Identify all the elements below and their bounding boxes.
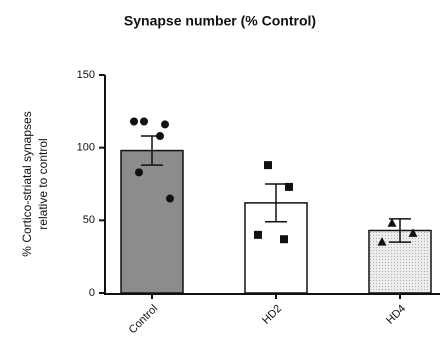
y-tick-label: 50 — [83, 214, 95, 226]
data-point — [264, 161, 272, 170]
chart-title: Synapse number (% Control) — [124, 13, 316, 29]
data-point — [161, 120, 169, 129]
y-axis-label: % Cortico-striatal synapses — [20, 111, 34, 256]
data-point — [130, 117, 138, 126]
y-tick-label: 0 — [89, 287, 95, 299]
data-point — [135, 168, 143, 177]
x-tick-label: Control — [127, 303, 161, 337]
data-point — [408, 228, 418, 237]
data-point — [387, 218, 397, 227]
y-tick-label: 100 — [77, 142, 95, 154]
bar — [120, 149, 184, 294]
data-point — [140, 117, 148, 126]
data-point — [254, 230, 262, 239]
y-axis-label: relative to control — [36, 138, 50, 229]
y-tick-label: 150 — [77, 69, 95, 81]
data-point — [156, 132, 164, 141]
data-point — [280, 235, 288, 244]
data-point — [285, 182, 293, 191]
data-point — [377, 237, 387, 246]
data-point — [166, 194, 174, 203]
x-tick-label: HD4 — [384, 303, 408, 327]
x-tick-label: HD2 — [260, 303, 284, 327]
